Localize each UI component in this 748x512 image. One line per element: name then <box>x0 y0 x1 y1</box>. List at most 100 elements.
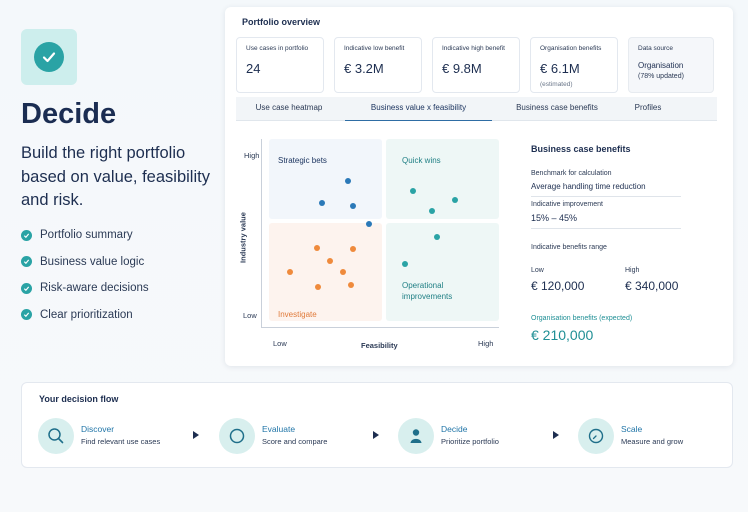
x-axis <box>261 327 499 328</box>
tab-business-value-feasibility[interactable]: Business value x feasibility <box>345 97 492 121</box>
tab-profiles[interactable]: Profiles <box>634 103 662 112</box>
kpi-value: € 3.2M <box>344 61 384 76</box>
step-title: Evaluate <box>262 424 296 434</box>
use-case-dot[interactable] <box>410 188 416 194</box>
quadrant-quick-wins <box>386 139 499 219</box>
kpi-label: Use cases in portfolio <box>246 45 309 52</box>
quadrant-strategic-bets <box>269 139 382 219</box>
feature-item: Risk-aware decisions <box>21 275 149 302</box>
low-label: Low <box>531 267 544 274</box>
page-subtitle: Build the right portfolio based on value… <box>21 144 210 209</box>
expected-label: Organisation benefits (expected) <box>531 315 633 322</box>
use-case-dot[interactable] <box>350 246 356 252</box>
use-case-dot[interactable] <box>366 221 372 227</box>
kpi-high-benefit: Indicative high benefit € 9.8M <box>432 37 520 93</box>
step-description: Measure and grow <box>621 437 684 446</box>
flow-title: Your decision flow <box>39 394 119 404</box>
y-low-label: Low <box>243 311 257 320</box>
step-title: Decide <box>441 424 468 434</box>
use-case-dot[interactable] <box>327 258 333 264</box>
quadrant-label-operational-improvements: Operational improvements <box>402 281 453 301</box>
feature-item: Business value logic <box>21 249 149 276</box>
feature-item: Clear prioritization <box>21 302 149 329</box>
kpi-label: Organisation benefits <box>540 45 602 52</box>
use-case-dot[interactable] <box>314 245 320 251</box>
feature-label: Risk-aware decisions <box>40 282 149 295</box>
quadrant-label-strategic-bets: Strategic bets <box>278 156 327 165</box>
tab-use-case-heatmap[interactable]: Use case heatmap <box>255 103 323 112</box>
high-value: € 340,000 <box>625 279 679 293</box>
use-case-dot[interactable] <box>319 200 325 206</box>
kpi-label: Indicative high benefit <box>442 45 505 52</box>
kpi-value: 24 <box>246 61 261 76</box>
improvement-value: 15% – 45% <box>531 213 578 223</box>
check-icon <box>21 256 32 268</box>
quadrant-investigate <box>269 223 382 321</box>
check-icon <box>21 309 32 321</box>
kpi-note: (78% updated) <box>638 73 684 80</box>
person-icon <box>398 418 434 454</box>
arrow-right-icon <box>193 431 199 439</box>
expected-value: € 210,000 <box>531 327 594 343</box>
x-axis-title: Feasibility <box>361 341 398 350</box>
kpi-data-source: Data source Organisation (78% updated) <box>628 37 714 93</box>
step-description: Prioritize portfolio <box>441 437 499 446</box>
kpi-label: Data source <box>638 45 674 52</box>
benefits-title: Business case benefits <box>531 144 631 154</box>
kpi-value: € 6.1M <box>540 61 580 76</box>
kpi-note: (estimated) <box>540 81 573 88</box>
use-case-dot[interactable] <box>452 197 458 203</box>
use-case-dot[interactable] <box>345 178 351 184</box>
kpi-label: Indicative low benefit <box>344 45 405 52</box>
check-icon <box>34 42 64 72</box>
range-label: Indicative benefits range <box>531 244 607 251</box>
feature-label: Portfolio summary <box>40 229 133 242</box>
step-description: Score and compare <box>262 437 328 446</box>
feature-item: Portfolio summary <box>21 222 149 249</box>
decision-flow: Your decision flow Discover Find relevan… <box>21 382 733 468</box>
arrow-right-icon <box>373 431 379 439</box>
logo-tile <box>21 29 77 85</box>
step-description: Find relevant use cases <box>81 437 161 446</box>
kpi-organisation-benefits: Organisation benefits € 6.1M (estimated) <box>530 37 618 93</box>
use-case-dot[interactable] <box>348 282 354 288</box>
y-axis <box>261 139 262 327</box>
benchmark-value: Average handling time reduction <box>531 182 646 191</box>
low-value: € 120,000 <box>531 279 585 293</box>
kpi-value: € 9.8M <box>442 61 482 76</box>
feature-list: Portfolio summary Business value logic R… <box>21 222 149 328</box>
y-axis-title: Industry value <box>238 212 248 263</box>
step-title: Discover <box>81 424 115 434</box>
divider <box>531 196 681 197</box>
divider <box>531 228 681 229</box>
check-icon <box>21 282 32 294</box>
use-case-dot[interactable] <box>315 284 321 290</box>
panel-title: Portfolio overview <box>242 17 321 27</box>
tab-bar: Use case heatmap Business value x feasib… <box>236 97 717 121</box>
step-title: Scale <box>621 424 643 434</box>
tab-business-case-benefits[interactable]: Business case benefits <box>516 103 598 112</box>
use-case-dot[interactable] <box>287 269 293 275</box>
kpi-value: Organisation <box>638 61 684 70</box>
use-case-dot[interactable] <box>350 203 356 209</box>
portfolio-panel: Portfolio overview Use cases in portfoli… <box>225 7 733 366</box>
value-feasibility-matrix: Strategic bets Quick wins Investigate Op… <box>225 121 733 366</box>
kpi-low-benefit: Indicative low benefit € 3.2M <box>334 37 422 93</box>
arrow-right-icon <box>553 431 559 439</box>
y-high-label: High <box>244 151 260 160</box>
x-low-label: Low <box>273 339 287 348</box>
quadrant-label-investigate: Investigate <box>278 310 317 319</box>
improvement-label: Indicative improvement <box>531 201 603 208</box>
use-case-dot[interactable] <box>429 208 435 214</box>
check-icon <box>21 229 32 241</box>
page-title: Decide <box>21 98 117 130</box>
quadrant-label-quick-wins: Quick wins <box>402 156 441 165</box>
use-case-dot[interactable] <box>340 269 346 275</box>
x-high-label: High <box>478 339 494 348</box>
use-case-dot[interactable] <box>402 261 408 267</box>
circle-icon <box>219 418 255 454</box>
use-case-dot[interactable] <box>434 234 440 240</box>
feature-label: Clear prioritization <box>40 308 133 321</box>
search-icon <box>38 418 74 454</box>
quadrant-operational-improvements <box>386 223 499 321</box>
